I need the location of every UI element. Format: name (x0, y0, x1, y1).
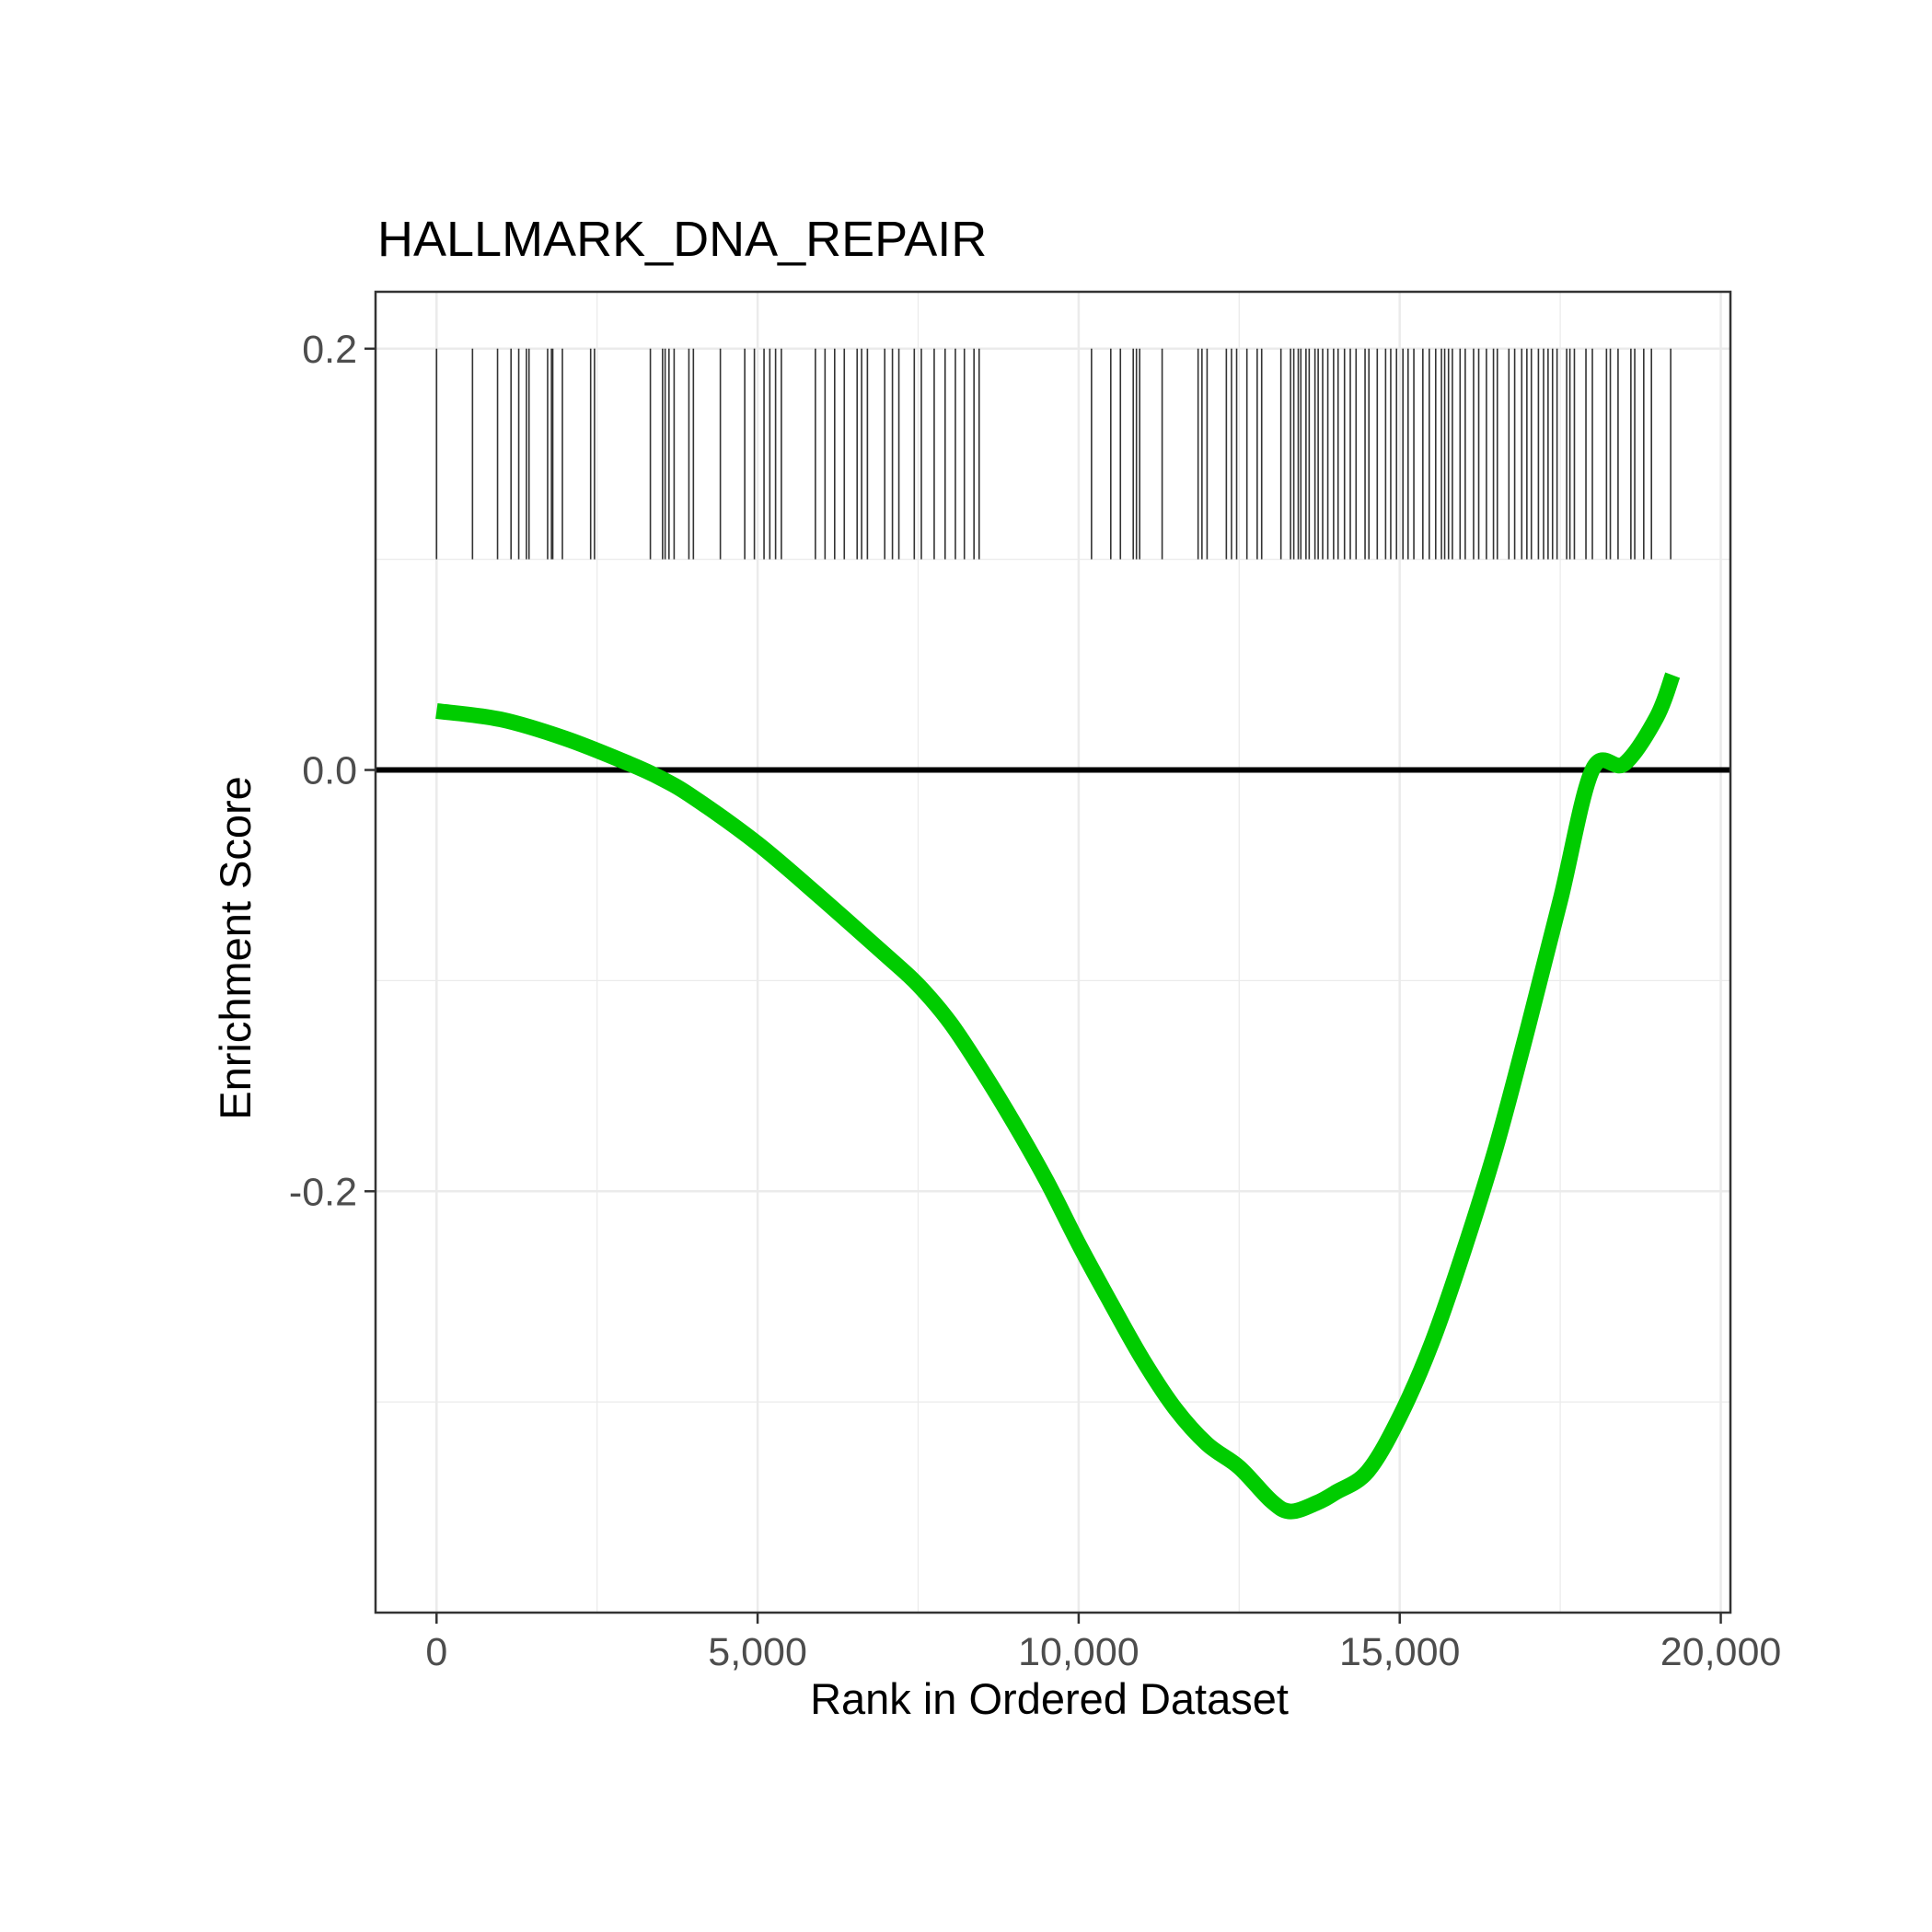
x-axis-title: Rank in Ordered Dataset (810, 1674, 1289, 1723)
hit-markers (435, 348, 1672, 560)
y-tick-label: 0.0 (302, 749, 357, 793)
x-tick-label: 15,000 (1339, 1630, 1461, 1674)
y-tick-label: -0.2 (289, 1170, 357, 1214)
x-tick-label: 10,000 (1018, 1630, 1140, 1674)
y-tick-label: 0.2 (302, 328, 357, 372)
axes: 0 5,000 10,000 15,000 20,000 0.2 0.0 -0.2 (289, 328, 1781, 1674)
x-tick-label: 5,000 (708, 1630, 807, 1674)
y-axis-title: Enrichment Score (211, 776, 260, 1120)
x-tick-label: 0 (425, 1630, 447, 1674)
x-tick-label: 20,000 (1660, 1630, 1782, 1674)
panel-border (374, 290, 1732, 1614)
chart-title: HALLMARK_DNA_REPAIR (377, 212, 987, 267)
enrichment-score-curve (435, 672, 1681, 1520)
